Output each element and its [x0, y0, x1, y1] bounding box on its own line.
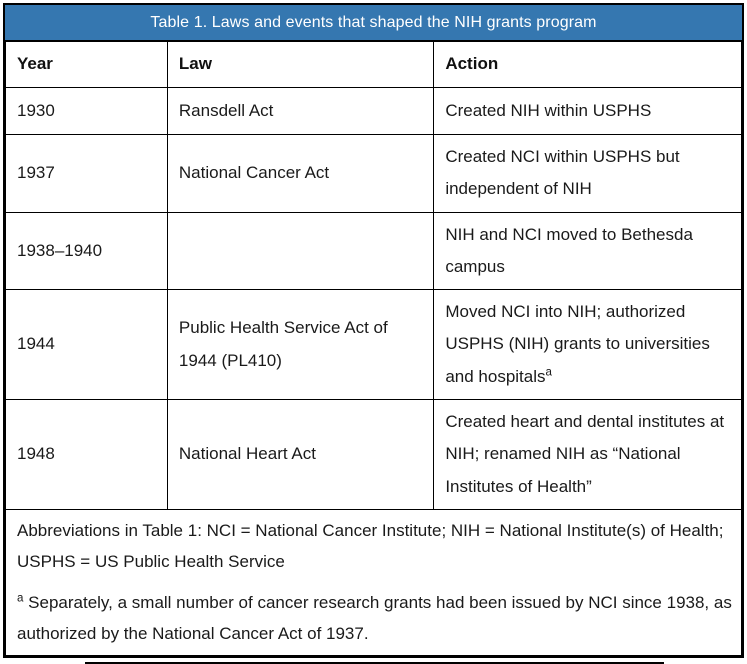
- table-row: 1930 Ransdell Act Created NIH within USP…: [5, 87, 742, 135]
- table-row: 1938–1940 NIH and NCI moved to Bethesda …: [5, 211, 742, 291]
- law-cell: Public Health Service Act of 1944 (PL410…: [166, 289, 435, 401]
- year-cell: 1930: [5, 87, 168, 135]
- footnote-text: Separately, a small number of cancer res…: [17, 593, 732, 643]
- action-cell: Created NIH within USPHS: [433, 87, 742, 135]
- action-cell: Created NCI within USPHS but independent…: [433, 134, 742, 213]
- action-cell: Created heart and dental institutes at N…: [433, 399, 742, 510]
- table-title: Table 1. Laws and events that shaped the…: [5, 5, 742, 41]
- year-cell: 1948: [5, 399, 168, 510]
- column-header-year: Year: [5, 41, 168, 88]
- law-cell: National Heart Act: [166, 399, 435, 510]
- law-cell: National Cancer Act: [166, 134, 435, 213]
- law-cell: [166, 211, 435, 291]
- column-header-action: Action: [433, 41, 742, 88]
- table-row: 1937 National Cancer Act Created NCI wit…: [5, 134, 742, 213]
- year-cell: 1938–1940: [5, 211, 168, 291]
- table-row: 1944 Public Health Service Act of 1944 (…: [5, 289, 742, 401]
- footnote-marker: a: [545, 366, 552, 379]
- action-cell: Moved NCI into NIH; authorized USPHS (NI…: [433, 289, 742, 401]
- header-row: Year Law Action: [5, 41, 742, 88]
- column-header-law: Law: [166, 41, 435, 88]
- action-cell: NIH and NCI moved to Bethesda campus: [433, 211, 742, 291]
- action-text: Moved NCI into NIH; authorized USPHS (NI…: [445, 302, 710, 386]
- law-cell: Ransdell Act: [166, 87, 435, 135]
- footer-cell: Abbreviations in Table 1: NCI = National…: [5, 508, 742, 657]
- laws-events-table: Table 1. Laws and events that shaped the…: [3, 3, 744, 659]
- year-cell: 1944: [5, 289, 168, 401]
- footer-row: Abbreviations in Table 1: NCI = National…: [5, 508, 742, 657]
- table-row: 1948 National Heart Act Created heart an…: [5, 399, 742, 510]
- abbreviations-note: Abbreviations in Table 1: NCI = National…: [17, 520, 724, 571]
- year-cell: 1937: [5, 134, 168, 213]
- footnote-marker: a: [17, 592, 24, 605]
- footnote: a Separately, a small number of cancer r…: [17, 588, 733, 649]
- table-grid: Year Law Action 1930 Ransdell Act Create…: [5, 41, 742, 657]
